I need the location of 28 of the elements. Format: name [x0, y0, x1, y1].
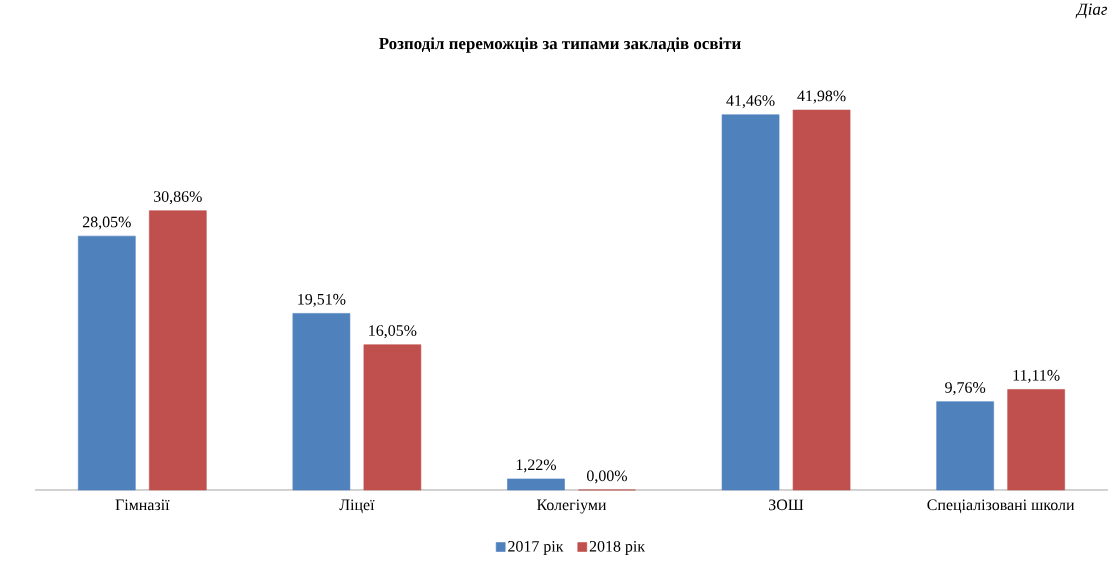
data-label: 0,00%: [587, 470, 628, 484]
data-label: 16,05%: [369, 325, 417, 339]
x-tick-label: Колегіуми: [536, 499, 607, 514]
data-label: 30,86%: [154, 191, 202, 205]
data-label: 19,51%: [298, 293, 346, 307]
data-label: 41,98%: [797, 90, 846, 104]
x-tick-label: Ліцеї: [339, 499, 375, 514]
bar: [78, 235, 136, 491]
bar: [292, 313, 351, 491]
bar: [1007, 389, 1065, 491]
bar: [936, 401, 994, 491]
bar: [507, 478, 565, 491]
text: Діаг: [1075, 3, 1108, 19]
data-label: 1,22%: [516, 459, 557, 473]
bar: [721, 114, 780, 491]
data-label: 28,05%: [82, 216, 131, 230]
x-tick-label: Гімназії: [115, 499, 170, 511]
bar: [149, 210, 207, 491]
chart-title: Розподіл переможців за типами закладів освіти: [379, 37, 741, 53]
bar: [792, 109, 851, 491]
data-label: 41,46%: [726, 95, 775, 109]
data-label: 11,11%: [1013, 369, 1060, 383]
legend-label: 2017 рік: [508, 540, 564, 555]
legend-label: 2018 рік: [589, 540, 646, 555]
x-tick-label: ЗОШ: [769, 499, 804, 511]
data-label: 9,76%: [945, 382, 986, 396]
x-tick-label: Спеціалізовані школи: [927, 499, 1075, 514]
bar: [363, 344, 422, 491]
